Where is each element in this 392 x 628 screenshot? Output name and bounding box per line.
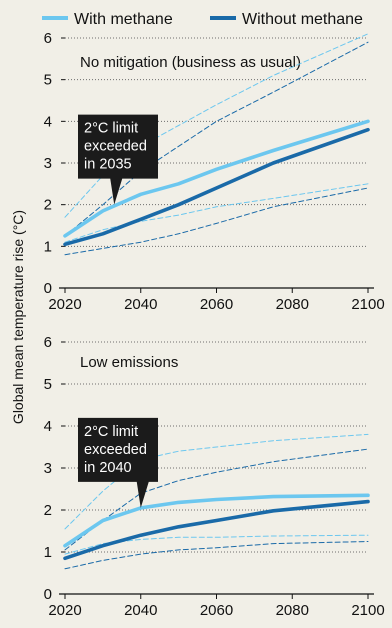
x-tick-label-no-mitigation-2020: 2020 <box>48 296 81 313</box>
y-tick-label-no-mitigation-1: 1 <box>44 238 52 255</box>
y-tick-label-no-mitigation-2: 2 <box>44 197 52 214</box>
y-tick-label-low-emissions-5: 5 <box>44 376 52 393</box>
x-tick-label-low-emissions-2100: 2100 <box>351 602 384 619</box>
x-tick-label-no-mitigation-2040: 2040 <box>124 296 157 313</box>
legend: With methane Without methane <box>42 11 363 28</box>
callout-text-low-emissions-2: in 2040 <box>84 460 132 476</box>
y-axis-label: Global mean temperature rise (°C) <box>10 210 26 424</box>
callout-text-no-mitigation-2: in 2035 <box>84 157 132 173</box>
y-tick-label-no-mitigation-4: 4 <box>44 113 52 130</box>
ticks-no-mitigation: 0 1 2 3 4 5 6 2020 2040 2060 2080 2100 <box>44 30 385 313</box>
panel-title-no-mitigation: No mitigation (business as usual) <box>80 54 301 71</box>
x-tick-label-low-emissions-2080: 2080 <box>276 602 309 619</box>
series-no-mitigation-with-dashed-1 <box>64 183 369 243</box>
x-tick-label-no-mitigation-2060: 2060 <box>200 296 233 313</box>
x-tick-label-no-mitigation-2080: 2080 <box>276 296 309 313</box>
legend-label-without: Without methane <box>242 11 363 28</box>
y-tick-label-low-emissions-2: 2 <box>44 502 52 519</box>
y-tick-label-no-mitigation-0: 0 <box>44 280 52 297</box>
series-low-emissions-with-dashed-1 <box>64 534 369 555</box>
callout-box-no-mitigation <box>78 114 158 205</box>
y-tick-label-low-emissions-1: 1 <box>44 544 52 561</box>
y-tick-label-low-emissions-3: 3 <box>44 460 52 477</box>
series-no-mitigation-without-solid <box>63 127 370 247</box>
y-tick-label-low-emissions-0: 0 <box>44 586 52 603</box>
x-tick-label-low-emissions-2020: 2020 <box>48 602 81 619</box>
series-low-emissions-with-dashed-0 <box>64 433 369 530</box>
y-tick-label-no-mitigation-6: 6 <box>44 30 52 47</box>
callout-text-low-emissions-0: 2°C limit <box>84 424 138 440</box>
y-tick-label-low-emissions-4: 4 <box>44 418 52 435</box>
series-no-mitigation-without-dashed-2 <box>64 41 369 237</box>
grid-low-emissions <box>65 341 368 553</box>
x-tick-label-no-mitigation-2100: 2100 <box>351 296 384 313</box>
callout-text-low-emissions-1: exceeded <box>84 442 147 458</box>
grid-no-mitigation <box>65 37 368 247</box>
panel-no-mitigation: No mitigation (business as usual) 0 1 2 3 4 5… <box>44 30 385 313</box>
x-tick-label-low-emissions-2040: 2040 <box>124 602 157 619</box>
y-tick-label-low-emissions-6: 6 <box>44 334 52 351</box>
ticks-low-emissions: 0 1 2 3 4 5 6 2020 2040 2060 2080 2100 <box>44 334 385 619</box>
y-tick-label-no-mitigation-3: 3 <box>44 155 52 172</box>
series-low-emissions-without-dashed-3 <box>64 541 369 570</box>
callout-box-low-emissions <box>78 417 158 508</box>
callout-low-emissions: 2°C limit exceeded in 2040 <box>78 417 158 508</box>
series-no-mitigation-without-dashed-3 <box>64 187 369 256</box>
x-tick-label-low-emissions-2060: 2060 <box>200 602 233 619</box>
panel-low-emissions: Low emissions 0 1 2 3 4 5 6 2020 2040 2060 2080 210… <box>44 334 385 619</box>
series-low-emissions-with-solid <box>63 493 370 548</box>
callout-text-no-mitigation-1: exceeded <box>84 139 147 155</box>
series-low-emissions-without-solid <box>63 499 370 561</box>
callout-text-no-mitigation-0: 2°C limit <box>84 121 138 137</box>
y-tick-label-no-mitigation-5: 5 <box>44 72 52 89</box>
legend-label-with: With methane <box>74 11 173 28</box>
callout-no-mitigation: 2°C limit exceeded in 2035 <box>78 114 158 205</box>
series-no-mitigation-with-solid <box>63 119 370 238</box>
panel-title-low-emissions: Low emissions <box>80 354 178 371</box>
